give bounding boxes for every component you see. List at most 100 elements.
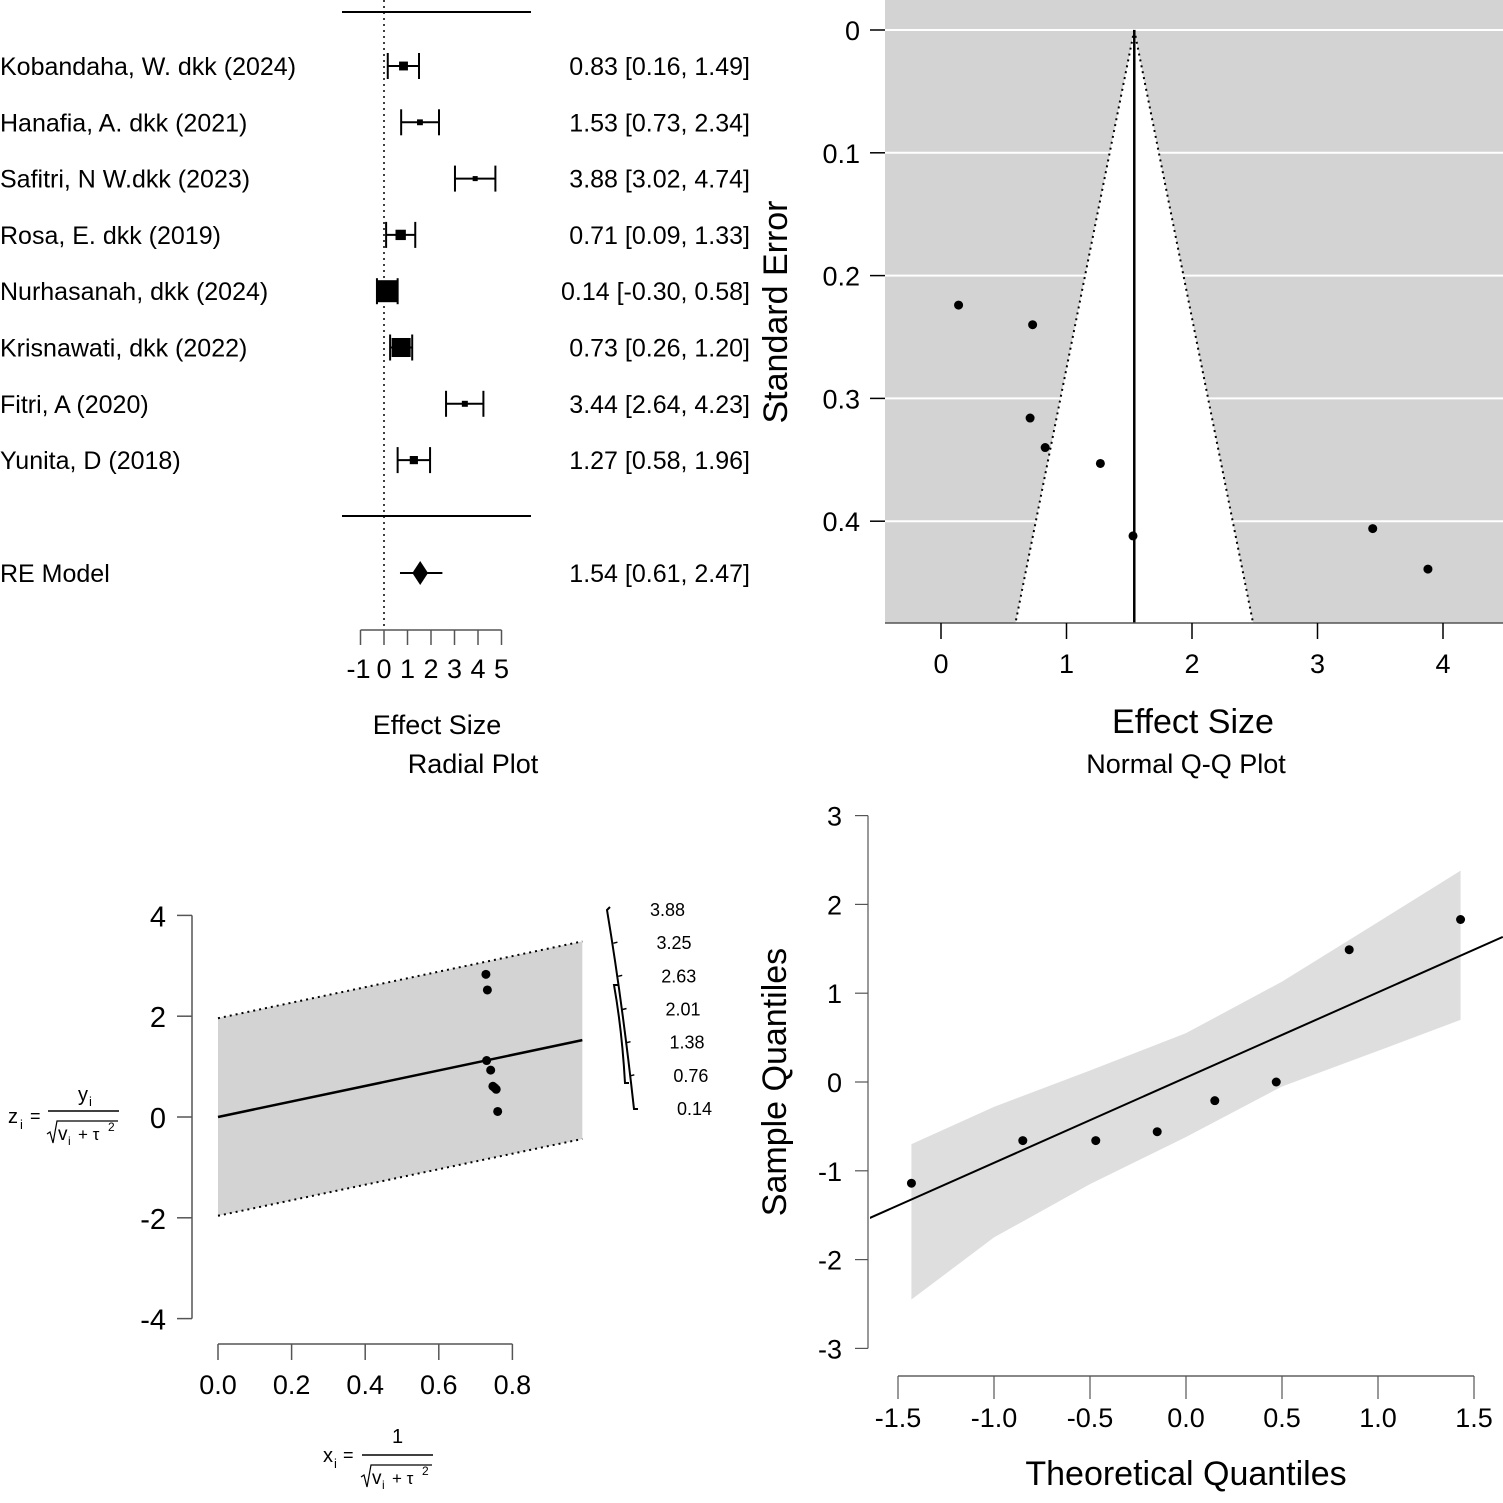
y-tick-label: -3	[818, 1334, 842, 1364]
x-tick-label: 3	[1310, 649, 1325, 679]
x-tick-label: 4	[1435, 649, 1450, 679]
arc-ci-bracket	[612, 984, 629, 1084]
effect-box	[409, 456, 418, 465]
ylabel-den-sub: i	[68, 1134, 71, 1148]
y-tick-label: 0.4	[822, 507, 860, 537]
radial-point	[482, 985, 492, 995]
funnel-y-axis-label: Standard Error	[757, 201, 795, 424]
forest-row: Safitri, N W.dkk (2023) 3.88 [3.02, 4.74]	[0, 165, 750, 194]
effect-ci-text: 0.83 [0.16, 1.49]	[569, 53, 750, 81]
xlabel-lhs: x	[323, 1445, 333, 1467]
x-tick-label: 4	[470, 654, 485, 684]
arc-tick	[618, 974, 623, 978]
y-tick-label: 0.2	[822, 262, 860, 292]
funnel-point	[1040, 443, 1050, 453]
effect-ci-text: 3.88 [3.02, 4.74]	[569, 166, 750, 194]
ylabel-numerator: y	[78, 1084, 88, 1106]
qq-plot: Normal Q-Q Plot 3 2 1 0 -1 -2 -3 -1.5 -1.0 -0.5 0…	[756, 749, 1503, 1493]
radial-plot-title: Radial Plot	[408, 749, 539, 779]
forest-row: Nurhasanah, dkk (2024) 0.14 [-0.30, 0.58]	[0, 278, 750, 306]
effect-ci-text: 0.73 [0.26, 1.20]	[569, 335, 750, 363]
funnel-point	[1368, 524, 1378, 534]
x-tick-label: 2	[423, 654, 438, 684]
radial-arc-scale: 3.88 3.25 2.63 2.01 1.38 0.76 0.14	[605, 900, 712, 1119]
ylabel-eq: =	[30, 1106, 41, 1126]
radial-point	[491, 1084, 501, 1094]
funnel-point	[954, 300, 964, 310]
radial-x-axis-label: x i = 1 v i + τ 2	[323, 1426, 433, 1492]
x-tick-label: -1.0	[971, 1403, 1018, 1433]
xlabel-den-v: v	[372, 1468, 382, 1489]
y-tick-label: -2	[140, 1204, 166, 1236]
forest-row: Fitri, A (2020) 3.44 [2.64, 4.23]	[0, 390, 750, 419]
y-tick-label: -4	[140, 1305, 166, 1337]
x-tick-label: 1.0	[1359, 1403, 1397, 1433]
x-tick-label: 3	[447, 654, 462, 684]
x-tick-label: 2	[1184, 649, 1199, 679]
effect-ci-text: 0.71 [0.09, 1.33]	[569, 222, 750, 250]
funnel-y-axis: 0 0.1 0.2 0.3 0.4	[822, 16, 885, 537]
study-label: Safitri, N W.dkk (2023)	[0, 166, 250, 194]
ylabel-lhs: z	[8, 1106, 18, 1128]
funnel-x-axis: 0 1 2 3 4	[885, 622, 1503, 679]
x-tick-label: 1.5	[1455, 1403, 1493, 1433]
arc-tick-label: 2.63	[661, 966, 696, 986]
effect-ci-text: 1.53 [0.73, 2.34]	[569, 109, 750, 137]
x-tick-label: 1	[400, 654, 415, 684]
x-tick-label: 0.0	[199, 1370, 237, 1400]
qq-point	[1210, 1096, 1220, 1106]
x-tick-label: 0.2	[273, 1370, 311, 1400]
qq-confidence-band	[911, 870, 1461, 1300]
qq-point	[1271, 1077, 1281, 1087]
forest-summary: RE Model 1.54 [0.61, 2.47]	[0, 560, 750, 588]
radial-lower-bound	[217, 1137, 583, 1217]
y-tick-label: 0	[827, 1068, 842, 1098]
forest-x-axis: -1 0 1 2 3 4 5	[346, 629, 509, 684]
qq-point	[1018, 1136, 1028, 1146]
xlabel-lhs-sub: i	[334, 1456, 337, 1471]
funnel-plot: 0 0.1 0.2 0.3 0.4 0 1 2 3 4 Effect Size Standard…	[757, 0, 1503, 741]
y-tick-label: 2	[827, 890, 842, 920]
qq-x-axis-label: Theoretical Quantiles	[1025, 1455, 1346, 1493]
funnel-point	[1028, 320, 1038, 330]
y-tick-label: 1	[827, 979, 842, 1009]
xlabel-den-plus-tau: + τ	[392, 1469, 414, 1488]
forest-row: Rosa, E. dkk (2019) 0.71 [0.09, 1.33]	[0, 221, 750, 250]
y-tick-label: 2	[150, 1002, 166, 1034]
qq-point	[906, 1178, 916, 1188]
funnel-point	[1025, 413, 1035, 423]
arc-tick-label: 0.14	[677, 1099, 712, 1119]
funnel-point	[1095, 458, 1105, 468]
xlabel-eq: =	[343, 1445, 354, 1465]
radial-plot: Radial Plot 4 2 0 -2 -4 0.0 0.2 0.4 0.6 0.8 3.88…	[8, 749, 712, 1492]
x-tick-label: 0.5	[1263, 1403, 1301, 1433]
x-tick-label: -1.5	[875, 1403, 922, 1433]
qq-y-axis-label: Sample Quantiles	[756, 948, 794, 1216]
x-tick-label: 0.6	[420, 1370, 458, 1400]
summary-diamond	[412, 561, 429, 585]
x-tick-label: -0.5	[1067, 1403, 1114, 1433]
radial-point	[486, 1065, 496, 1075]
effect-ci-text: 3.44 [2.64, 4.23]	[569, 391, 750, 419]
x-tick-label: 5	[494, 654, 509, 684]
arc-tick-label: 3.25	[656, 933, 691, 953]
qq-point	[1091, 1136, 1101, 1146]
ylabel-sqrt-sign	[46, 1120, 118, 1144]
qq-points	[906, 914, 1466, 1188]
arc-tick	[622, 1007, 627, 1011]
forest-row: Yunita, D (2018) 1.27 [0.58, 1.96]	[0, 447, 750, 475]
arc-tick-label: 2.01	[666, 1000, 701, 1020]
qq-x-axis: -1.5 -1.0 -0.5 0.0 0.5 1.0 1.5	[875, 1375, 1493, 1433]
x-tick-label: 0	[376, 654, 391, 684]
funnel-point	[1423, 564, 1433, 574]
x-tick-label: 0.0	[1167, 1403, 1205, 1433]
x-tick-label: 0.4	[346, 1370, 384, 1400]
effect-box	[472, 176, 478, 182]
funnel-point	[1128, 531, 1138, 541]
radial-x-axis: 0.0 0.2 0.4 0.6 0.8	[199, 1343, 531, 1400]
forest-row: Kobandaha, W. dkk (2024) 0.83 [0.16, 1.49…	[0, 53, 750, 81]
x-tick-label: -1	[346, 654, 370, 684]
y-tick-label: 3	[827, 802, 842, 832]
effect-box	[461, 400, 468, 407]
radial-y-axis: 4 2 0 -2 -4	[140, 901, 193, 1337]
